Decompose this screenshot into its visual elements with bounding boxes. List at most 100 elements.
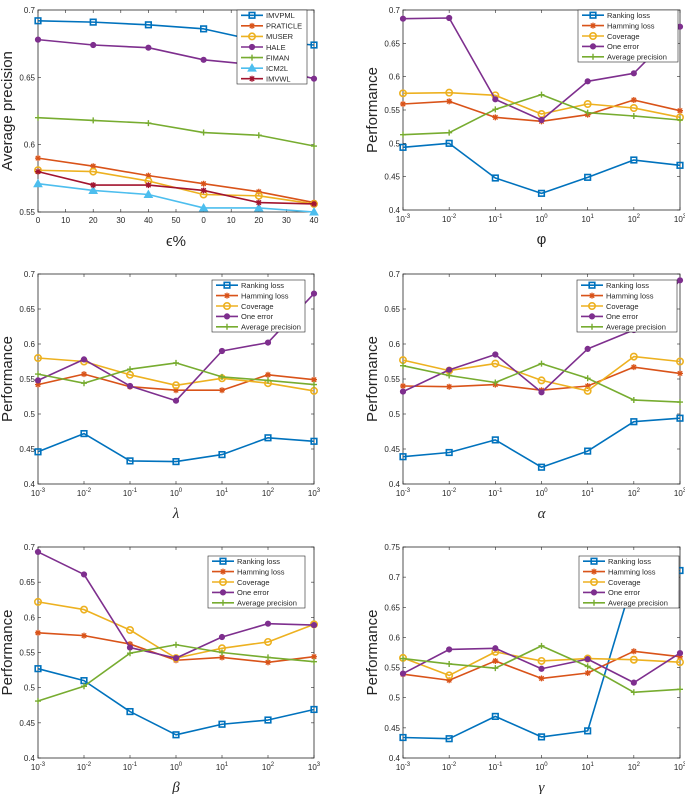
- marker-dot: [218, 633, 226, 641]
- y-tick-label: 0.7: [389, 573, 401, 582]
- marker-asterisk: [35, 381, 41, 388]
- marker-asterisk: [200, 180, 207, 187]
- marker-dot: [264, 620, 272, 627]
- marker-triangle: [309, 206, 319, 216]
- marker-plus: [446, 372, 453, 379]
- legend-item: Ranking loss: [212, 557, 280, 566]
- marker-square: [445, 735, 453, 743]
- marker-asterisk: [492, 114, 499, 121]
- marker-dot: [446, 646, 453, 653]
- marker-circle: [445, 88, 454, 97]
- marker-dot: [310, 290, 318, 297]
- legend-item: Average precision: [581, 323, 666, 332]
- marker-square: [491, 712, 499, 721]
- x-tick-label: 0: [201, 216, 206, 225]
- legend-item: Average precision: [582, 53, 667, 62]
- marker-circle: [589, 577, 598, 586]
- legend-item: One error: [216, 312, 274, 321]
- marker-asterisk: [630, 364, 637, 371]
- marker-asterisk: [265, 659, 271, 666]
- marker-circle: [219, 577, 228, 586]
- series-line: [37, 432, 315, 463]
- x-tick-label: 10-3: [396, 214, 411, 224]
- marker-square: [491, 436, 499, 444]
- marker-plus: [677, 686, 683, 693]
- marker-square: [537, 189, 546, 197]
- marker-circle: [80, 605, 89, 614]
- marker-square: [399, 143, 407, 151]
- x-tick-label: 50: [172, 216, 181, 225]
- y-tick-label: 0.45: [384, 724, 400, 733]
- marker-plus: [127, 650, 133, 657]
- legend-label: Average precision: [608, 599, 668, 608]
- legend-item: Ranking loss: [582, 11, 650, 20]
- marker-dot: [492, 351, 499, 358]
- series-ranking-loss: [34, 665, 318, 739]
- marker-asterisk: [630, 648, 637, 655]
- marker-plus: [538, 360, 545, 367]
- legend-label: Coverage: [607, 32, 640, 41]
- y-tick-label: 0.5: [389, 410, 401, 419]
- x-tick-label: 10-1: [123, 488, 138, 498]
- marker-square: [310, 705, 318, 714]
- legend-item: Ranking loss: [583, 557, 651, 566]
- marker-plus: [584, 663, 591, 670]
- marker-square: [630, 418, 638, 426]
- chart-panel-lambda: 0.4 0.45 0.5 0.55 0.6 0.65 0.7 10-3 10-2 10-1 100 1…: [0, 270, 321, 522]
- legend-item: One error: [212, 588, 270, 597]
- y-tick-label: 0.5: [24, 410, 36, 419]
- legend-item: Average precision: [216, 323, 301, 332]
- legend-label: One error: [606, 312, 639, 321]
- x-tick-label: 10-2: [442, 214, 457, 224]
- marker-dot: [219, 589, 227, 596]
- series-line: [402, 142, 681, 195]
- marker-plus: [224, 323, 230, 330]
- legend-label: Ranking loss: [241, 281, 284, 290]
- x-tick-label: 10-3: [396, 488, 411, 498]
- marker-plus: [590, 53, 596, 60]
- y-axis-label: Performance: [0, 610, 16, 696]
- marker-square: [126, 457, 134, 465]
- marker-plus: [492, 106, 499, 113]
- x-tick-label: 20: [89, 216, 98, 225]
- marker-plus: [677, 399, 683, 406]
- marker-plus: [255, 132, 262, 139]
- x-tick-label: 101: [582, 762, 595, 772]
- y-tick-label: 0.55: [19, 375, 35, 384]
- x-tick-label: 10-3: [396, 762, 411, 772]
- marker-square: [590, 557, 598, 565]
- series-coverage: [398, 647, 684, 680]
- marker-dot: [588, 313, 596, 320]
- series-hamming-loss: [35, 371, 317, 394]
- legend-label: Average precision: [607, 53, 667, 62]
- marker-plus: [219, 649, 225, 656]
- marker-dot: [584, 78, 591, 85]
- marker-dot: [223, 313, 231, 320]
- marker-asterisk: [677, 370, 683, 377]
- marker-plus: [677, 117, 683, 123]
- marker-plus: [265, 377, 271, 384]
- y-tick-label: 0.55: [19, 208, 35, 217]
- legend-item: Hamming loss: [583, 567, 656, 576]
- marker-circle: [583, 100, 592, 109]
- legend-item: MUSER: [241, 32, 294, 41]
- marker-asterisk: [145, 182, 152, 189]
- series-line: [37, 182, 315, 213]
- marker-square: [264, 434, 272, 442]
- x-tick-label: 10-2: [442, 488, 457, 498]
- legend-label: Hamming loss: [237, 567, 285, 576]
- marker-dot: [584, 656, 591, 663]
- marker-circle: [248, 32, 257, 41]
- marker-triangle: [253, 202, 264, 212]
- marker-asterisk: [35, 155, 41, 162]
- chart-panel-eps: 0.55 0.6 0.65 0.7 0 10 20 30 40 50 0 10 20 30 40 ϵ% Aver…: [0, 6, 319, 250]
- y-tick-label: 0.6: [24, 613, 36, 622]
- marker-dot: [538, 665, 545, 672]
- x-tick-label: 101: [216, 488, 229, 498]
- marker-asterisk: [145, 172, 152, 179]
- y-tick-label: 0.6: [24, 340, 36, 349]
